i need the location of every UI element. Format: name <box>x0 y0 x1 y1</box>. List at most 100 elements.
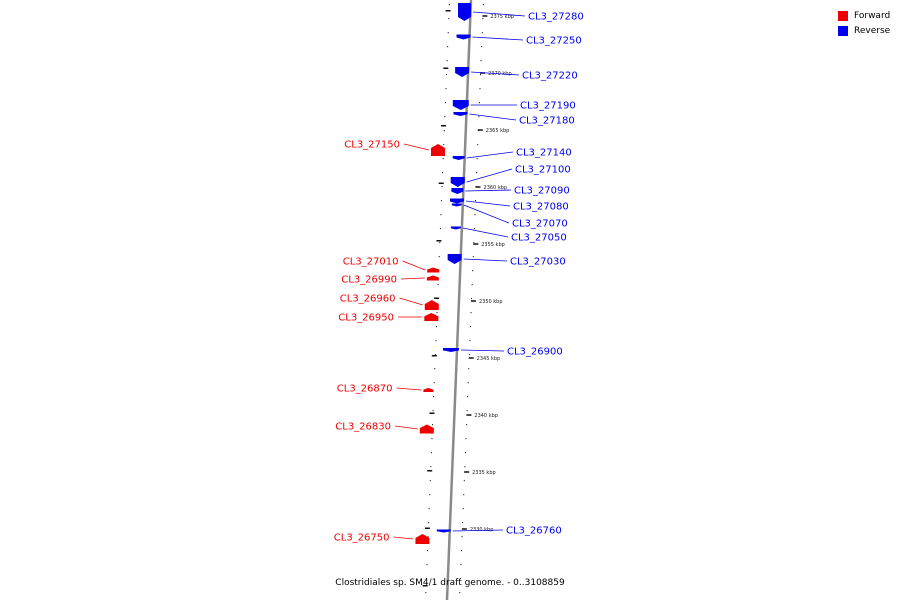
guide-dot <box>470 312 472 314</box>
guide-dot <box>444 116 446 118</box>
guide-dot <box>471 284 473 286</box>
reverse-gene[interactable] <box>452 100 469 110</box>
reverse-gene[interactable] <box>450 226 461 230</box>
guide-dot <box>442 172 444 174</box>
guide-dot <box>438 256 440 258</box>
forward-gene-label: CL3_27010 <box>343 257 399 268</box>
legend-forward: Forward <box>838 10 890 22</box>
reverse-gene[interactable] <box>451 203 462 207</box>
minor-dash <box>427 470 433 472</box>
guide-dot <box>482 4 484 6</box>
guide-dot <box>467 382 469 384</box>
scale-tick <box>473 243 479 245</box>
scale-tick-label: 2365 kbp <box>486 128 510 134</box>
gene-leader-line <box>463 204 510 224</box>
genes <box>415 3 472 544</box>
guide-dot <box>433 396 435 398</box>
gene-leader-line <box>403 143 430 151</box>
forward-gene[interactable] <box>423 388 434 392</box>
reverse-gene[interactable] <box>456 34 471 40</box>
guide-dot <box>460 564 462 566</box>
backbone <box>445 0 473 600</box>
reverse-gene[interactable] <box>452 156 465 160</box>
minor-dash <box>434 297 440 299</box>
reverse-gene-label: CL3_27090 <box>514 186 570 197</box>
forward-gene[interactable] <box>424 300 439 310</box>
guide-dot <box>476 158 478 160</box>
guide-dot <box>473 242 475 244</box>
forward-gene[interactable] <box>424 313 439 321</box>
gene-leader-line <box>393 536 414 540</box>
gene-leader-line <box>394 425 418 430</box>
guide-dot <box>476 172 478 174</box>
guide-dot <box>434 368 436 370</box>
forward-gene[interactable] <box>431 144 445 156</box>
guide-dot <box>480 60 482 62</box>
reverse-gene-label: CL3_27280 <box>528 12 584 23</box>
guide-dot <box>427 536 429 538</box>
guide-dot <box>459 578 461 580</box>
gene-leader-line <box>471 71 520 76</box>
reverse-gene[interactable] <box>458 3 472 21</box>
guide-dot <box>446 74 448 76</box>
gene-leader-line <box>452 529 504 532</box>
reverse-gene[interactable] <box>450 177 465 187</box>
guide-dot <box>428 508 430 510</box>
forward-gene[interactable] <box>426 275 439 281</box>
guide-dot <box>442 158 444 160</box>
forward-gene[interactable] <box>415 534 430 544</box>
guide-dot <box>428 522 430 524</box>
guide-dot <box>471 298 473 300</box>
forward-gene-label: CL3_26950 <box>338 313 394 324</box>
genome-backbone <box>445 0 473 600</box>
reverse-gene[interactable] <box>453 112 468 116</box>
forward-gene[interactable] <box>419 424 434 434</box>
guide-dot <box>426 564 428 566</box>
scale-tick-label: 2355 kbp <box>481 242 505 248</box>
reverse-gene[interactable] <box>455 67 470 77</box>
guide-dot <box>469 326 471 328</box>
reverse-gene[interactable] <box>451 188 464 194</box>
reverse-gene-label: CL3_27050 <box>511 233 567 244</box>
guide-dot <box>431 438 433 440</box>
guide-dot <box>425 592 427 594</box>
forward-gene-label: CL3_26990 <box>341 275 397 286</box>
reverse-gene[interactable] <box>447 254 462 264</box>
guide-dot <box>472 256 474 258</box>
reverse-gene-label: CL3_27250 <box>526 36 582 47</box>
guide-dot <box>482 18 484 20</box>
gene-labels: CL3_27280 CL3_27250 CL3_27220 CL3_27190 CL3_… <box>334 12 584 544</box>
reverse-gene[interactable] <box>436 529 451 533</box>
guide-dot <box>469 340 471 342</box>
guide-dot <box>478 116 480 118</box>
guide-dot <box>467 396 469 398</box>
guide-dot <box>464 452 466 454</box>
gene-leader-line <box>472 36 524 41</box>
forward-gene-label: CL3_26830 <box>335 422 391 433</box>
legend-reverse: Reverse <box>838 25 890 37</box>
guide-dot <box>466 410 468 412</box>
scale-tick <box>466 414 472 416</box>
minor-dash <box>445 10 451 12</box>
guide-dot <box>441 186 443 188</box>
reverse-gene[interactable] <box>449 198 464 204</box>
guide-dot <box>427 550 428 552</box>
guide-dot <box>429 494 431 496</box>
scale-tick-label: 2335 kbp <box>472 470 496 476</box>
guide-dot <box>473 228 475 230</box>
guide-dot <box>440 214 442 216</box>
forward-gene[interactable] <box>427 267 440 273</box>
reverse-gene-label: CL3_27030 <box>510 257 566 268</box>
gene-leader-line <box>466 151 514 159</box>
guide-dot <box>435 326 437 328</box>
guide-dot <box>464 466 466 468</box>
guide-dot <box>468 354 470 356</box>
reverse-gene[interactable] <box>443 348 459 352</box>
guide-dot <box>459 592 461 594</box>
scale-tick-label: 2345 kbp <box>477 356 501 362</box>
guide-dot <box>448 18 450 20</box>
guide-dot <box>479 88 481 90</box>
scale-tick <box>470 300 476 302</box>
